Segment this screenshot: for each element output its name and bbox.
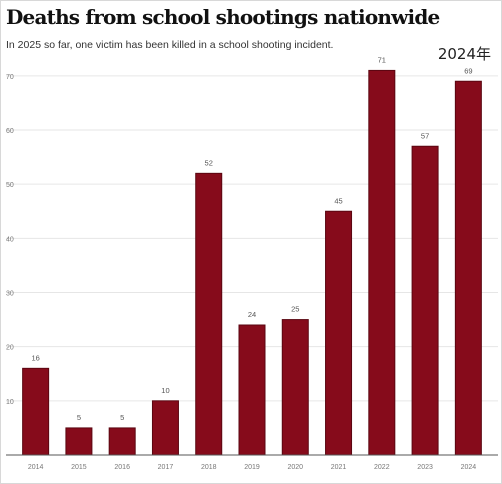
data-label: 71 <box>378 55 386 64</box>
x-tick-label: 2024 <box>461 464 477 471</box>
data-label: 5 <box>77 413 81 422</box>
x-tick-label: 2017 <box>158 464 174 471</box>
data-label: 25 <box>291 305 299 314</box>
bar <box>411 145 439 456</box>
data-label: 24 <box>248 310 256 319</box>
y-tick-label: 70 <box>6 74 14 81</box>
data-label: 52 <box>205 158 213 167</box>
x-tick-label: 2019 <box>244 464 260 471</box>
y-tick-label: 30 <box>6 291 14 298</box>
y-tick-label: 20 <box>6 345 14 352</box>
y-tick-label: 40 <box>6 236 14 243</box>
data-label: 45 <box>334 196 342 205</box>
x-tick-label: 2016 <box>114 464 130 471</box>
x-tick-label: 2014 <box>28 464 44 471</box>
x-tick-label: 2015 <box>71 464 87 471</box>
x-tick-label: 2021 <box>331 464 347 471</box>
y-tick-label: 10 <box>6 399 14 406</box>
bar <box>22 367 50 456</box>
chart-subtitle: In 2025 so far, one victim has been kill… <box>6 39 334 51</box>
bar <box>325 210 353 456</box>
bar <box>281 319 309 456</box>
data-label: 5 <box>120 413 124 422</box>
data-label: 10 <box>161 386 169 395</box>
bar <box>195 172 223 456</box>
bar <box>238 324 266 456</box>
x-tick-label: 2022 <box>374 464 390 471</box>
bar <box>368 69 396 456</box>
data-label: 57 <box>421 131 429 140</box>
bar <box>151 400 179 456</box>
bar <box>454 80 482 456</box>
chart-title: Deaths from school shootings nationwide <box>6 5 440 29</box>
y-tick-label: 50 <box>6 182 14 189</box>
year-tag: 2024年 <box>437 45 491 63</box>
data-label: 16 <box>31 353 39 362</box>
x-tick-label: 2023 <box>417 464 433 471</box>
x-tick-label: 2018 <box>201 464 217 471</box>
data-label: 69 <box>464 66 472 75</box>
y-tick-label: 60 <box>6 128 14 135</box>
bar <box>65 427 93 456</box>
x-tick-label: 2020 <box>287 464 303 471</box>
bar <box>108 427 136 456</box>
